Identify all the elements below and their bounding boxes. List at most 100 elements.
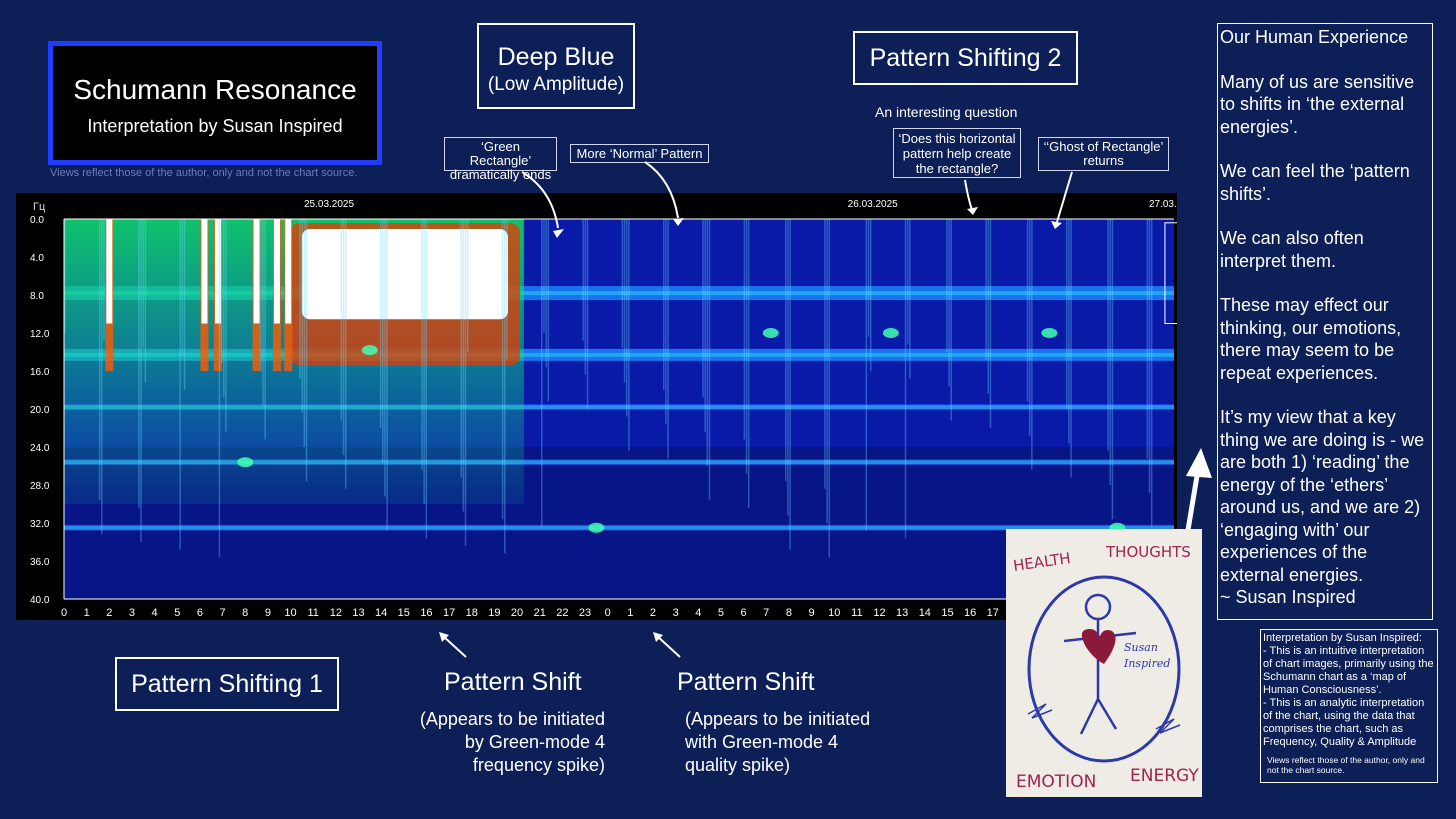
vertical-streak [789, 219, 791, 550]
pattern-shifting-1-label: Pattern Shifting 1 [131, 670, 323, 698]
vertical-streak [384, 219, 386, 497]
vertical-streak [826, 219, 828, 523]
vertical-streak [547, 219, 550, 402]
signal-blip [361, 345, 378, 356]
vertical-streak [989, 219, 992, 428]
x-tick-label: 8 [786, 607, 792, 619]
vertical-streak [909, 219, 911, 379]
resonance-band-core [64, 525, 1174, 530]
y-tick-label: 28.0 [30, 481, 50, 492]
interpretation-heading: Interpretation by Susan Inspired: [1263, 632, 1422, 644]
y-tick-label: 24.0 [30, 443, 50, 454]
vertical-streak [828, 219, 831, 558]
vertical-streak [142, 219, 144, 349]
vertical-streak [747, 219, 750, 508]
vertical-streak [379, 219, 382, 428]
vertical-streak [260, 219, 262, 371]
x-tick-label: 15 [941, 607, 953, 619]
x-tick-label: 3 [673, 607, 679, 619]
annotation-ghost-returns: ‘‘Ghost of Rectangle’ returns [1038, 137, 1169, 171]
vertical-streak [582, 219, 584, 341]
vertical-streak [743, 219, 746, 440]
vertical-streak [667, 219, 669, 459]
vertical-streak [386, 219, 388, 531]
vertical-streak [824, 219, 826, 489]
resonance-band-core [64, 291, 1174, 296]
vertical-streak [628, 219, 630, 451]
vertical-streak [98, 219, 101, 501]
x-tick-label: 13 [896, 607, 908, 619]
vertical-streak [662, 219, 665, 390]
y-tick-label: 12.0 [30, 329, 50, 340]
resonance-band-core [64, 460, 1174, 465]
signal-blip [762, 328, 779, 338]
y-axis-label: Гц [33, 201, 46, 213]
y-tick-label: 20.0 [30, 405, 50, 416]
arrow-to-sidebar [1185, 469, 1201, 531]
hand-drawing: HEALTH THOUGHTS EMOTION ENERGY Susan Ins… [1012, 543, 1199, 792]
vertical-streak [985, 219, 987, 360]
vertical-streak [1065, 219, 1068, 409]
vertical-streak [223, 219, 225, 398]
plot-area [63, 218, 1193, 600]
vertical-streak [625, 219, 628, 417]
arrow-green-rect [521, 171, 559, 229]
chart-subtitle: Interpretation by Susan Inspired [87, 116, 343, 136]
x-tick-label: 12 [873, 607, 885, 619]
x-tick-label: 17 [987, 607, 999, 619]
vertical-streak [218, 219, 221, 558]
vertical-streak [425, 219, 428, 539]
vertical-streak [460, 219, 462, 478]
x-tick-label: 5 [718, 607, 724, 619]
y-tick-label: 16.0 [30, 367, 50, 378]
x-tick-label: 14 [919, 607, 931, 619]
vertical-streak [545, 219, 547, 368]
vertical-streak [950, 219, 953, 421]
vertical-streak [101, 219, 103, 535]
pattern-shifting-2-label: Pattern Shifting 2 [869, 44, 1062, 72]
vertical-streak [1028, 219, 1031, 436]
drawing-word-thoughts: THOUGHTS [1105, 543, 1191, 561]
x-tick-label: 22 [556, 607, 568, 619]
vertical-streak [181, 219, 184, 356]
x-tick-label: 11 [851, 607, 862, 619]
panel-paragraph: These may effect our thinking, our emoti… [1220, 295, 1402, 383]
activity-spike-core [285, 219, 292, 324]
vertical-streak [586, 219, 589, 409]
vertical-streak [103, 219, 105, 341]
panel-paragraph: Many of us are sensitive to shifts in ‘t… [1220, 71, 1415, 137]
x-tick-label: 21 [534, 607, 546, 619]
vertical-streak [948, 219, 950, 387]
resonance-band-core [64, 352, 1174, 357]
vertical-streak [140, 219, 142, 542]
interesting-question: An interesting question [875, 104, 1018, 120]
spectrogram-svg: Гц 0.0 4.0 8.0 12.0 16.0 20.0 24.0 28.0 32.0 36.0… [30, 199, 1199, 619]
vertical-streak [264, 219, 266, 440]
vertical-streak [138, 219, 140, 508]
panel-heading: Our Human Experience [1220, 27, 1409, 47]
vertical-streak [342, 219, 345, 455]
vertical-streak [745, 219, 748, 474]
x-tick-label: 8 [242, 607, 248, 619]
activity-spike-core [201, 219, 208, 324]
vertical-streak [665, 219, 667, 425]
vertical-streak [301, 219, 303, 413]
deep-blue-sub: (Low Amplitude) [487, 74, 625, 95]
x-tick-label: 4 [152, 607, 158, 619]
x-tick-label: 10 [284, 607, 296, 619]
x-tick-label: 2 [650, 607, 656, 619]
x-tick-label: 12 [330, 607, 342, 619]
vertical-streak [423, 219, 425, 504]
pattern-shift-1-title: Pattern Shift [444, 668, 582, 696]
date-label: 26.03.2025 [848, 199, 898, 210]
x-tick-label: 11 [307, 607, 318, 619]
drawing-word-emotion: EMOTION [1016, 772, 1096, 792]
vertical-streak [462, 219, 465, 512]
vertical-streak [179, 219, 181, 550]
panel-paragraph: It’s my view that a key thing we are doi… [1220, 407, 1425, 607]
pattern-shift-2-title: Pattern Shift [677, 668, 815, 696]
vertical-streak [704, 219, 706, 432]
x-tick-label: 1 [627, 607, 633, 619]
arrow-question [964, 179, 973, 211]
